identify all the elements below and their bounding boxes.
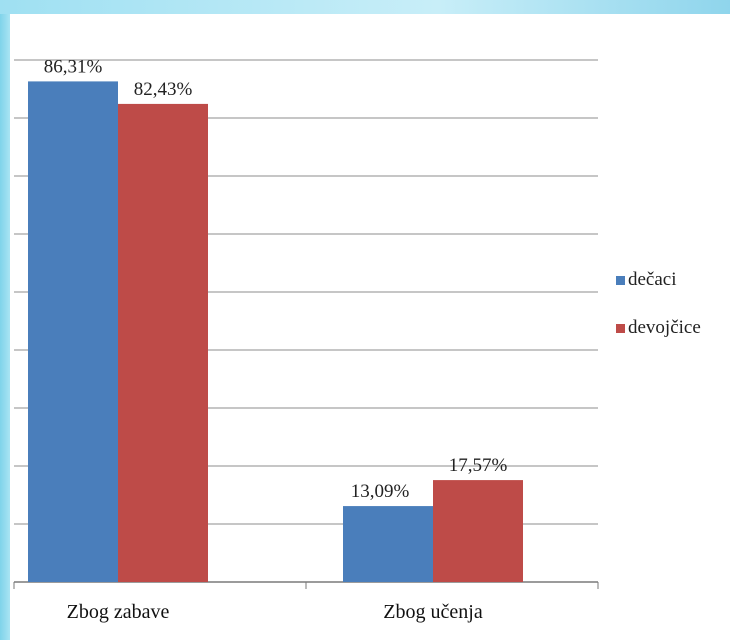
legend-item-decaci: dečaci <box>616 266 701 294</box>
x-tick-label: Zbog zabave <box>67 601 170 623</box>
top-banner <box>0 0 730 14</box>
bar-decaci <box>343 506 433 582</box>
data-label: 13,09% <box>351 481 410 502</box>
bar-devojcice <box>433 480 523 582</box>
bar-devojcice <box>118 103 208 582</box>
x-tick-label: Zbog učenja <box>383 601 483 623</box>
legend-item-devojcice: devojčice <box>616 314 701 342</box>
data-label: 86,31% <box>44 56 103 77</box>
legend-label-devojcice: devojčice <box>628 317 701 338</box>
data-label: 82,43% <box>134 79 193 100</box>
legend: dečaci devojčice <box>616 266 701 362</box>
bar-decaci <box>28 81 118 582</box>
legend-swatch-devojcice <box>616 323 625 333</box>
data-label: 17,57% <box>449 455 508 476</box>
legend-label-decaci: dečaci <box>628 269 677 290</box>
legend-swatch-decaci <box>616 275 625 285</box>
